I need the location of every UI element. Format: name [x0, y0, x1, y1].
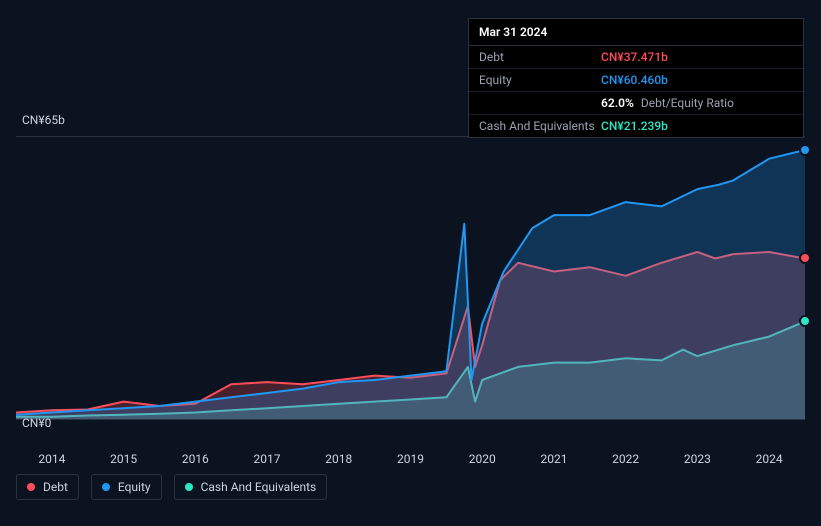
- tooltip-row-debt: Debt CN¥37.471b: [469, 46, 803, 69]
- chart-tooltip: Mar 31 2024 Debt CN¥37.471b Equity CN¥60…: [468, 18, 804, 138]
- legend-item[interactable]: Equity: [91, 474, 162, 500]
- x-tick-label: 2024: [756, 452, 783, 466]
- series-end-marker: [799, 252, 811, 264]
- tooltip-value: CN¥37.471b: [601, 50, 668, 64]
- tooltip-label: Debt: [479, 50, 601, 64]
- legend-swatch-icon: [185, 483, 193, 491]
- chart-area[interactable]: CN¥65b CN¥0 2014201520162017201820192020…: [16, 122, 805, 510]
- chart-legend: Debt Equity Cash And Equivalents: [16, 474, 327, 500]
- tooltip-row-cash: Cash And Equivalents CN¥21.239b: [469, 115, 803, 137]
- tooltip-value: CN¥21.239b: [601, 119, 668, 133]
- tooltip-ratio-suffix: Debt/Equity Ratio: [641, 96, 734, 110]
- legend-label: Debt: [43, 480, 68, 494]
- series-end-marker: [799, 315, 811, 327]
- y-axis-max-label: CN¥65b: [22, 113, 65, 127]
- x-tick-label: 2014: [38, 452, 65, 466]
- x-tick-label: 2019: [397, 452, 424, 466]
- x-tick-label: 2021: [540, 452, 567, 466]
- x-tick-label: 2022: [612, 452, 639, 466]
- plot-region[interactable]: [16, 136, 805, 420]
- x-tick-label: 2018: [325, 452, 352, 466]
- x-tick-label: 2020: [469, 452, 496, 466]
- tooltip-label: Cash And Equivalents: [479, 119, 601, 133]
- legend-item[interactable]: Debt: [16, 474, 79, 500]
- y-axis-min-label: CN¥0: [22, 416, 51, 430]
- tooltip-row-equity: Equity CN¥60.460b: [469, 69, 803, 92]
- tooltip-date: Mar 31 2024: [469, 19, 803, 46]
- legend-item[interactable]: Cash And Equivalents: [174, 474, 328, 500]
- x-tick-label: 2016: [182, 452, 209, 466]
- tooltip-label: Equity: [479, 73, 601, 87]
- tooltip-value: CN¥60.460b: [601, 73, 668, 87]
- legend-label: Equity: [118, 480, 151, 494]
- tooltip-value: 62.0%: [601, 96, 634, 110]
- series-end-marker: [799, 144, 811, 156]
- legend-swatch-icon: [102, 483, 110, 491]
- legend-swatch-icon: [27, 483, 35, 491]
- tooltip-row-ratio: 62.0% Debt/Equity Ratio: [469, 92, 803, 115]
- legend-label: Cash And Equivalents: [201, 480, 317, 494]
- x-tick-label: 2017: [254, 452, 281, 466]
- chart-svg: [16, 137, 805, 419]
- x-tick-label: 2023: [684, 452, 711, 466]
- x-tick-label: 2015: [110, 452, 137, 466]
